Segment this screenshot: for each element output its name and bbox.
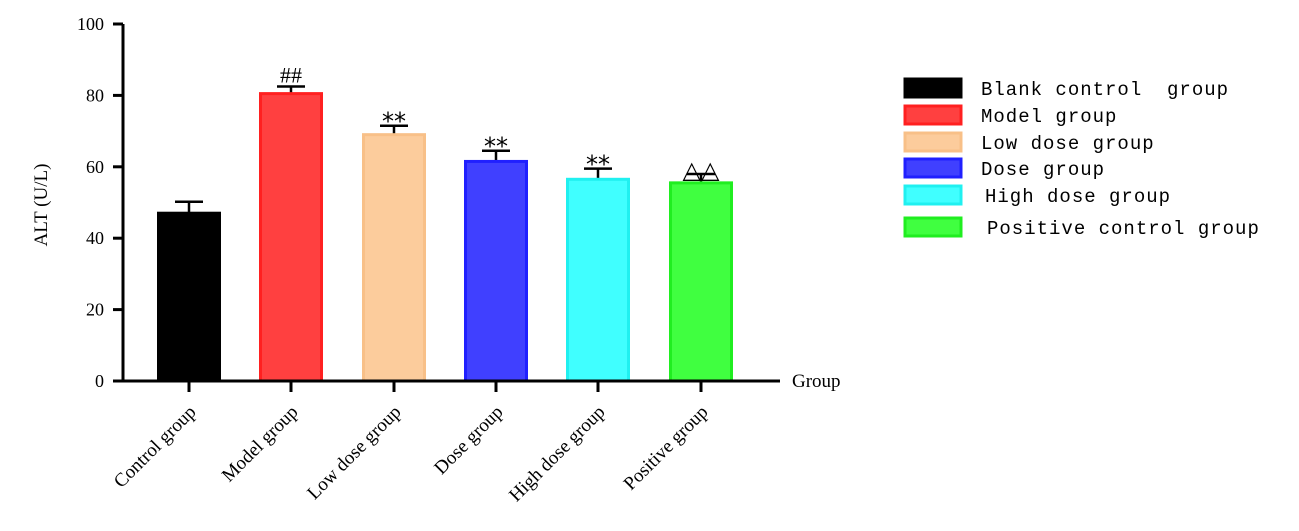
- x-tick-label: Positive group: [620, 402, 713, 495]
- axes-layer: [121, 24, 780, 383]
- legend-label: Dose group: [981, 159, 1105, 181]
- x-tick-label: Control group: [110, 402, 201, 493]
- y-tick-label: 0: [95, 371, 104, 391]
- legend-swatch: [903, 104, 963, 126]
- legend-label: High dose group: [985, 186, 1171, 208]
- legend-swatch: [903, 157, 963, 179]
- significance-label: ##: [280, 62, 302, 87]
- significance-label: **: [484, 133, 508, 161]
- x-tick-label: Model group: [218, 402, 303, 487]
- legend-label: Positive control group: [987, 218, 1260, 240]
- significance-label: △△: [683, 156, 720, 184]
- legend-label: Low dose group: [981, 133, 1155, 155]
- legend-swatch: [903, 77, 963, 99]
- y-axis-label: ALT (U/L): [31, 164, 52, 247]
- y-tick-label: 60: [86, 157, 104, 177]
- significance-label: **: [586, 151, 610, 179]
- legend: Blank control group Model group Low dose g…: [903, 77, 1260, 240]
- legend-label: Blank control group: [981, 79, 1229, 101]
- legend-swatch: [903, 216, 963, 238]
- x-axis-label: Group: [792, 371, 841, 392]
- bar: [566, 177, 630, 383]
- y-tick-label: 80: [86, 85, 104, 105]
- y-tick-label: 40: [86, 228, 104, 248]
- y-tick-label: 20: [86, 300, 104, 320]
- x-tick-label: High dose group: [505, 402, 609, 506]
- y-tick-label: 100: [77, 14, 104, 34]
- bar: [362, 133, 426, 383]
- bars-layer: ## ** ** ** △△: [157, 62, 733, 383]
- legend-swatch: [903, 184, 963, 206]
- legend-label: Model group: [981, 106, 1117, 128]
- legend-swatch: [903, 131, 963, 153]
- bar: [157, 211, 221, 383]
- x-tick-label: Low dose group: [303, 402, 405, 504]
- bar: [464, 159, 528, 383]
- bar: [259, 92, 323, 383]
- significance-label: **: [382, 108, 406, 136]
- x-tick-label: Dose group: [430, 402, 507, 479]
- bar: [669, 181, 733, 383]
